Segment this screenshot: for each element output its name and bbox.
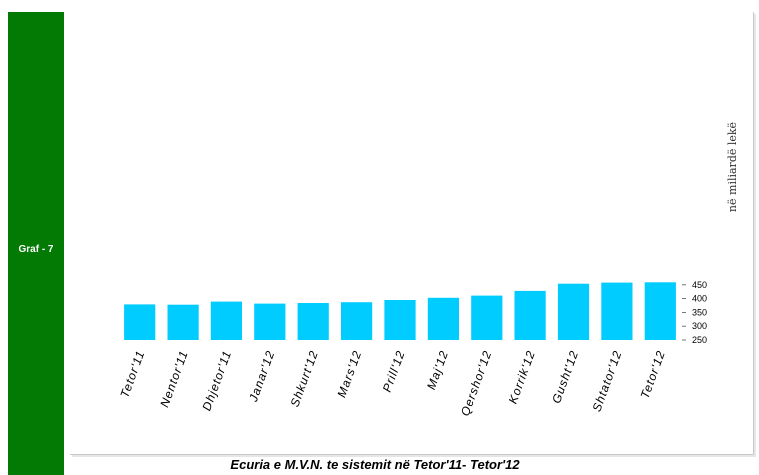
x-tick-label: Tetor'11 <box>117 348 147 399</box>
x-tick-label: Shkurt'12 <box>288 348 321 409</box>
bar-5 <box>341 302 373 340</box>
bar-4 <box>297 303 329 340</box>
chart-frame <box>70 12 754 455</box>
y-tick-label: 350 <box>692 307 707 317</box>
bar-11 <box>601 282 633 340</box>
x-tick-label: Shtator'12 <box>590 348 625 413</box>
x-axis-labels: Tetor'11 Nentor'11 Dhjetor'11 Janar'12 Shkur… <box>117 348 668 418</box>
bar-10 <box>557 283 590 340</box>
bar-6 <box>384 300 416 340</box>
bar-2 <box>210 301 242 340</box>
y-tick-label: 300 <box>692 321 707 331</box>
chart-title: Ecuria e M.V.N. te sistemit në Tetor'11-… <box>230 457 520 472</box>
x-tick-label: Prill'12 <box>380 348 408 394</box>
x-tick-label: Mars'12 <box>334 348 364 399</box>
bar-7 <box>427 297 459 340</box>
bars-layer <box>124 282 676 340</box>
x-tick-label: Janar'12 <box>246 348 278 404</box>
x-tick-label: Qershor'12 <box>458 348 495 418</box>
bar-8 <box>471 295 503 340</box>
y-tick-label: 400 <box>692 294 707 304</box>
y-axis-label: në miliardë lekë <box>726 122 739 212</box>
y-axis: 250 300 350 400 450 <box>682 280 707 345</box>
bar-9 <box>514 290 546 340</box>
y-tick-label: 450 <box>692 280 707 290</box>
bar-12 <box>644 282 676 340</box>
bar-chart: 250 300 350 400 450 Tetor'11 Nentor'11 Dhjetor… <box>117 122 739 418</box>
x-tick-label: Nentor'11 <box>157 348 191 409</box>
x-tick-label: Maj'12 <box>424 348 451 391</box>
x-tick-label: Dhjetor'11 <box>199 348 234 412</box>
x-tick-label: Tetor'12 <box>638 348 668 400</box>
y-tick-label: 250 <box>692 335 707 345</box>
graph-number-label: Graf - 7 <box>18 244 54 255</box>
x-tick-label: Gusht'12 <box>549 348 581 405</box>
x-tick-label: Korrik'12 <box>506 348 538 405</box>
bar-0 <box>124 304 156 340</box>
bar-3 <box>254 303 286 340</box>
bar-1 <box>167 304 199 340</box>
side-panel: Graf - 7 <box>8 12 64 475</box>
